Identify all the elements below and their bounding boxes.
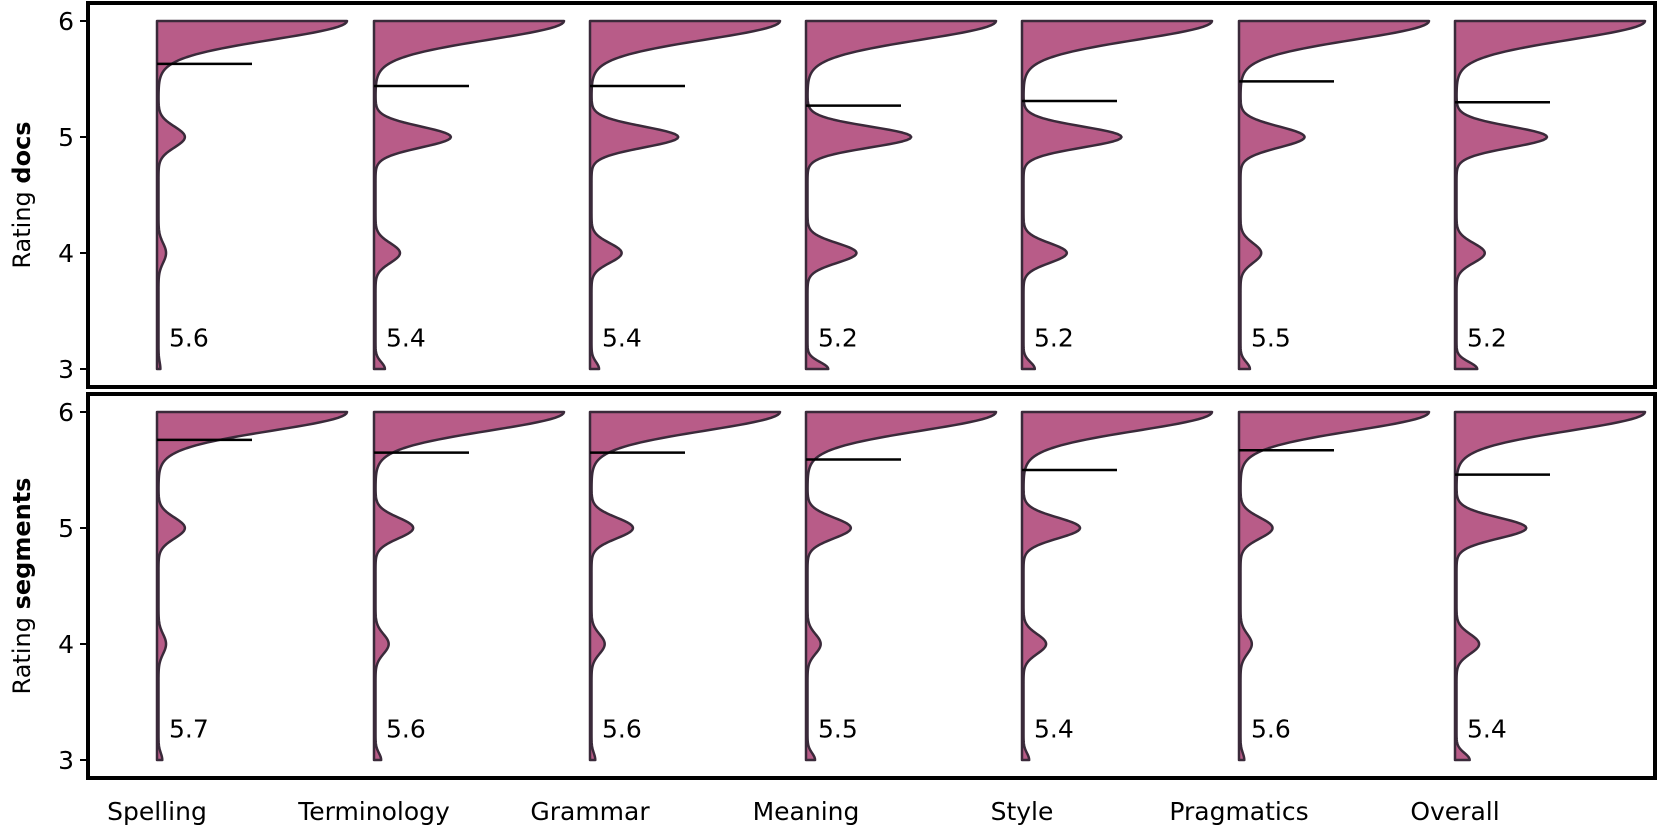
violin-meaning [804,410,998,762]
mean-label-pragmatics: 5.5 [1251,324,1291,353]
panel-segments: Rating segments 3 4 5 6 5.7 5.6 5.6 5.5 5.4 5.6 5.4 [8,392,1657,780]
x-label-pragmatics: Pragmatics [1169,797,1308,826]
mean-label-style: 5.2 [1034,324,1074,353]
y-axis-label-bold: segments [8,478,36,610]
y-axis-label: Rating docs [8,121,36,268]
violin-pragmatics [1237,19,1431,371]
violin-terminology [372,410,566,762]
y-axis-label-prefix: Rating [8,609,36,694]
mean-label-spelling: 5.7 [169,715,209,744]
y-tick-label: 3 [58,746,74,775]
mean-label-style: 5.4 [1034,715,1074,744]
y-tick-label: 6 [58,7,74,36]
panel-docs: Rating docs 3 4 5 6 5.6 5.4 5.4 5.2 5.2 5.5 5.2 [8,1,1657,389]
x-axis-labels: Spelling Terminology Grammar Meaning Style Pr… [107,797,1500,826]
violin-overall [1453,19,1647,371]
violin-spelling [155,410,349,762]
violin-terminology [372,19,566,371]
mean-label-overall: 5.4 [1467,715,1507,744]
x-label-spelling: Spelling [107,797,207,826]
panel-frame [86,392,1657,780]
x-label-style: Style [991,797,1054,826]
violin-pragmatics [1237,410,1431,762]
mean-label-terminology: 5.6 [386,715,426,744]
x-label-terminology: Terminology [297,797,450,826]
mean-label-pragmatics: 5.6 [1251,715,1291,744]
violin-style [1020,19,1214,371]
mean-label-terminology: 5.4 [386,324,426,353]
y-axis-label-prefix: Rating [8,184,36,269]
x-label-meaning: Meaning [753,797,860,826]
y-tick-label: 6 [58,398,74,427]
violin-meaning [804,19,998,371]
y-tick-label: 5 [58,514,74,543]
mean-label-grammar: 5.6 [602,715,642,744]
x-label-overall: Overall [1410,797,1499,826]
violin-spelling [155,19,349,371]
y-tick-label: 4 [58,630,74,659]
panel-frame [86,1,1657,389]
y-tick-label: 4 [58,239,74,268]
y-tick-label: 3 [58,355,74,384]
mean-label-meaning: 5.2 [818,324,858,353]
y-tick-label: 5 [58,123,74,152]
mean-label-grammar: 5.4 [602,324,642,353]
violin-grammar [588,19,782,371]
y-axis-label: Rating segments [8,478,36,695]
mean-label-spelling: 5.6 [169,324,209,353]
mean-label-overall: 5.2 [1467,324,1507,353]
y-axis-label-bold: docs [8,121,36,183]
violin-grammar [588,410,782,762]
violin-style [1020,410,1214,762]
mean-label-meaning: 5.5 [818,715,858,744]
x-label-grammar: Grammar [530,797,650,826]
violin-overall [1453,410,1647,762]
